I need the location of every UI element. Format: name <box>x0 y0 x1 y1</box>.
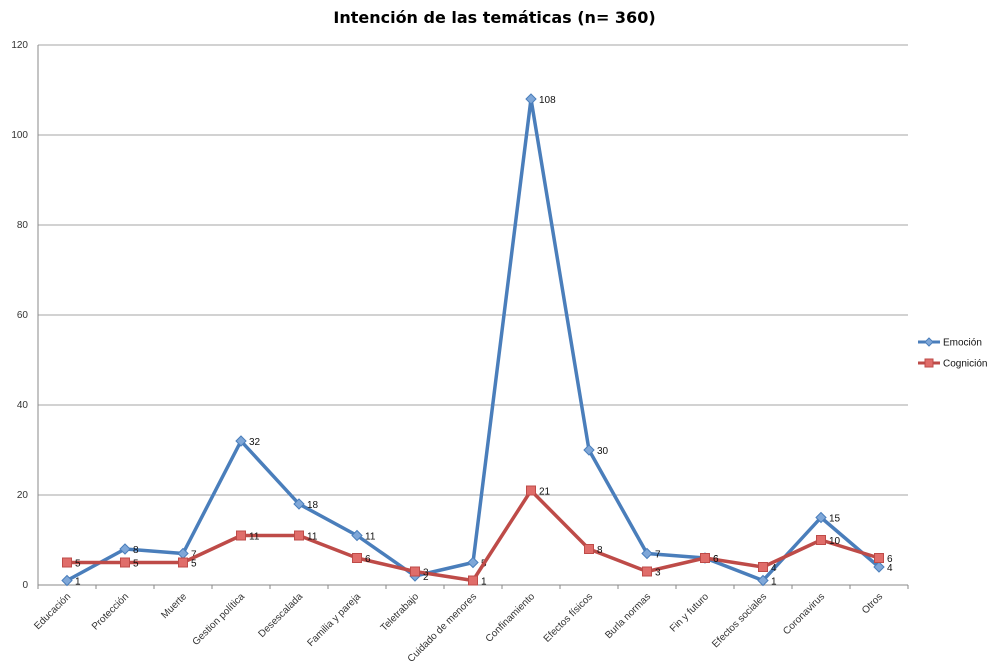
data-label: 8 <box>597 545 603 556</box>
series-line-emocion <box>66 97 881 583</box>
data-point <box>351 529 363 542</box>
data-label: 11 <box>249 532 260 543</box>
data-point <box>352 553 362 563</box>
data-label: 11 <box>307 532 318 543</box>
data-label: 15 <box>829 514 841 525</box>
data-point <box>236 530 246 541</box>
x-tick-label: Desescalada <box>256 591 305 640</box>
y-tick-label: 40 <box>17 400 29 411</box>
x-tick-label: Efectos sociales <box>710 591 769 650</box>
data-label: 8 <box>133 545 139 556</box>
y-tick-label: 120 <box>11 40 28 51</box>
data-label: 5 <box>133 559 139 570</box>
data-label: 1 <box>481 577 487 588</box>
data-point <box>583 444 595 456</box>
x-tick-label: Efectos físicos <box>542 591 595 644</box>
data-point <box>816 535 826 545</box>
data-point <box>293 498 305 510</box>
x-tick-label: Teletrabajo <box>379 591 422 634</box>
data-point <box>410 566 420 577</box>
x-tick-label: Burla normas <box>603 591 653 641</box>
data-point <box>758 562 768 572</box>
y-tick-label: 80 <box>17 220 29 231</box>
data-label: 6 <box>887 554 893 565</box>
data-label: 1 <box>771 577 777 588</box>
data-label: 3 <box>423 568 429 579</box>
data-point <box>525 93 537 105</box>
data-point <box>235 435 247 447</box>
x-tick-label: Gestion política <box>191 591 248 648</box>
data-label: 10 <box>829 536 841 547</box>
data-label: 5 <box>75 559 81 570</box>
data-point <box>120 557 130 568</box>
x-tick-label: Protección <box>90 591 131 632</box>
data-point <box>874 553 884 563</box>
data-point <box>641 547 653 560</box>
data-point <box>873 561 885 573</box>
data-point <box>178 557 188 568</box>
data-label: 108 <box>539 95 556 106</box>
legend-marker <box>924 358 934 368</box>
x-tick-label: Confinamiento <box>484 591 538 645</box>
y-tick-label: 0 <box>22 580 28 591</box>
data-label: 1 <box>75 577 81 588</box>
chart-title: Intención de las temáticas (n= 360) <box>333 8 656 27</box>
data-point <box>468 575 478 586</box>
x-tick-label: Muerte <box>159 591 189 621</box>
data-label: 4 <box>771 563 777 574</box>
data-label: 32 <box>249 437 261 448</box>
legend-label: Emoción <box>943 338 982 349</box>
data-point <box>584 544 594 554</box>
data-point <box>642 566 652 577</box>
data-label: 11 <box>365 532 376 543</box>
x-tick-label: Fin y futuro <box>668 591 711 634</box>
data-point <box>526 485 536 496</box>
x-tick-label: Educación <box>32 591 73 632</box>
data-label: 5 <box>191 559 197 570</box>
x-tick-label: Familia y pareja <box>305 591 363 649</box>
data-point <box>815 511 827 524</box>
x-tick-label: Otros <box>860 591 885 616</box>
legend-marker <box>924 337 934 347</box>
data-label: 4 <box>887 563 893 574</box>
data-label: 6 <box>713 554 719 565</box>
data-point <box>700 553 710 563</box>
y-tick-label: 100 <box>11 130 28 141</box>
data-point <box>294 530 304 541</box>
data-label: 3 <box>655 568 661 579</box>
data-point <box>467 556 479 569</box>
x-tick-label: Coronavirus <box>781 591 827 637</box>
y-tick-label: 20 <box>17 490 29 501</box>
data-point <box>757 574 769 587</box>
data-label: 21 <box>539 487 551 498</box>
data-point <box>119 543 131 555</box>
data-label: 6 <box>365 554 371 565</box>
data-point <box>61 574 73 587</box>
data-label: 2 <box>423 572 429 583</box>
data-label: 7 <box>191 550 197 561</box>
data-label: 30 <box>597 446 609 457</box>
data-label: 18 <box>307 500 319 511</box>
y-tick-label: 60 <box>17 310 29 321</box>
data-label: 7 <box>655 550 661 561</box>
legend-label: Cognición <box>943 359 987 370</box>
data-point <box>62 557 72 568</box>
